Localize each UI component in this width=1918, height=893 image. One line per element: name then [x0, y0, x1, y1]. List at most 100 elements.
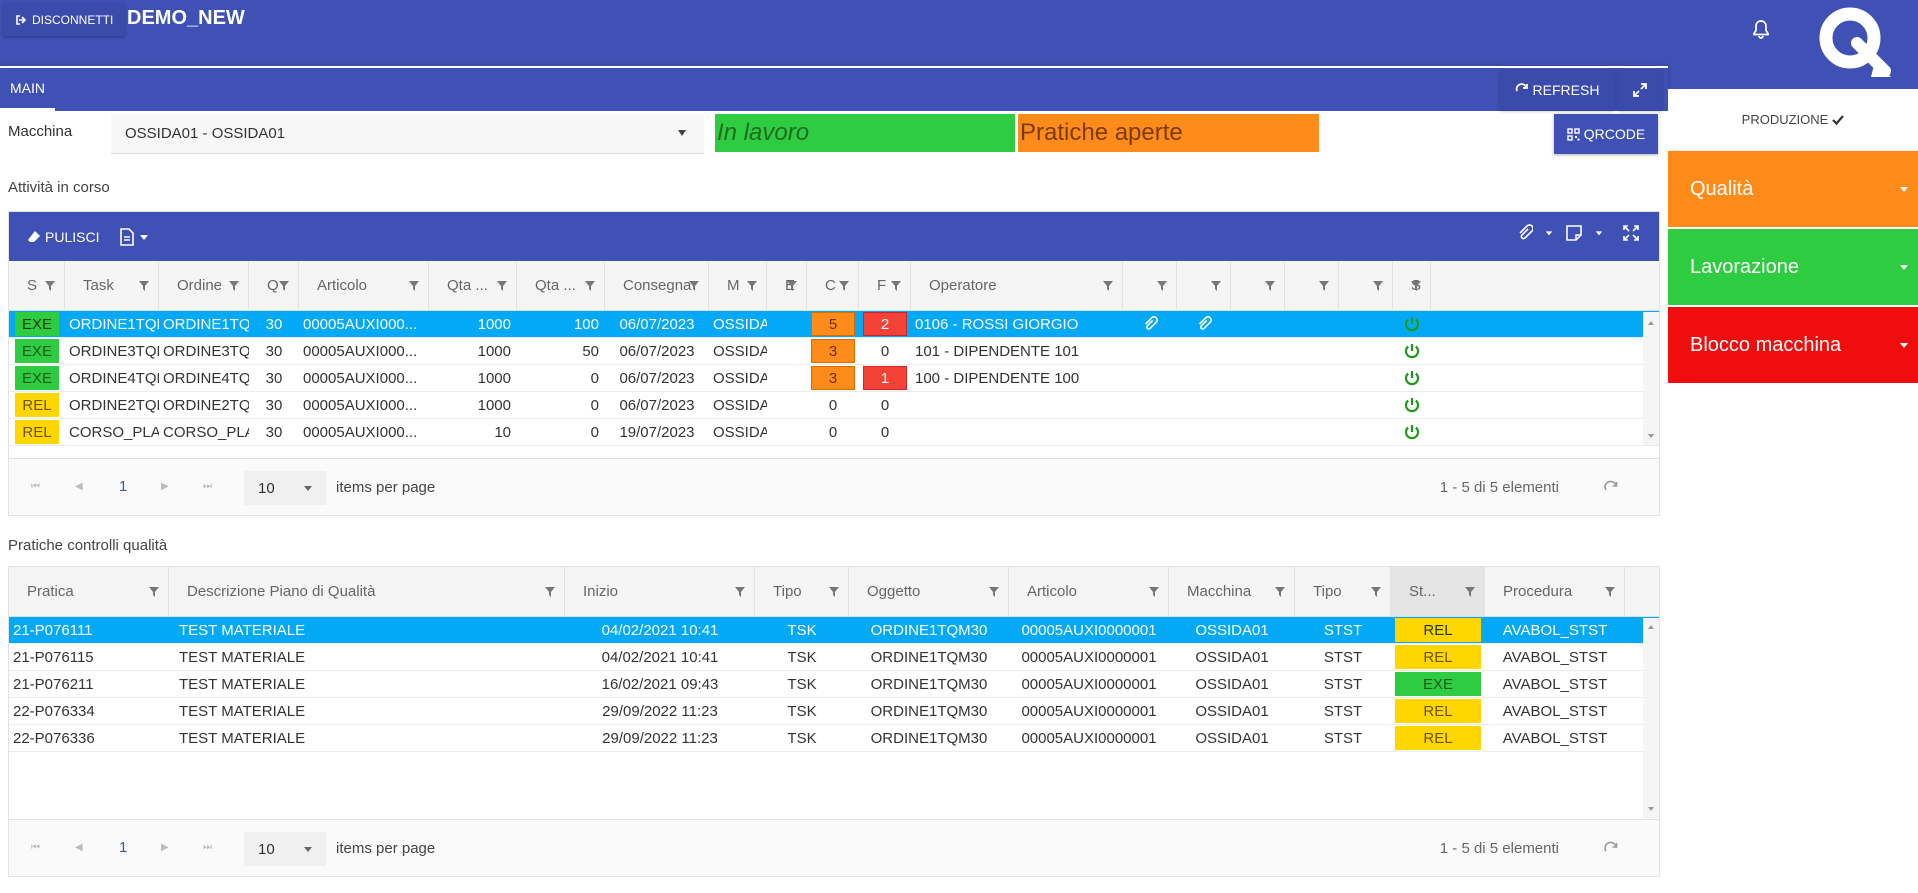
- paperclip-icon[interactable]: [1142, 316, 1158, 332]
- filter-icon[interactable]: [1102, 279, 1114, 291]
- filter-icon[interactable]: [228, 279, 240, 291]
- attivita-col-header[interactable]: Qta ...: [429, 261, 517, 310]
- tab-main[interactable]: MAIN: [0, 68, 55, 111]
- attivita-col-header[interactable]: C: [807, 261, 859, 310]
- pratiche-col-header[interactable]: Tipo: [755, 567, 849, 616]
- table-row[interactable]: REL ORDINE2TQM...ORDINE2TQM 30 00005AUXI000…: [9, 392, 1659, 419]
- page-number[interactable]: 1: [119, 478, 128, 495]
- filter-icon[interactable]: [278, 279, 290, 291]
- filter-icon[interactable]: [544, 585, 556, 597]
- attivita-col-header[interactable]: [1177, 261, 1231, 310]
- pratiche-col-header[interactable]: Tipo: [1295, 567, 1391, 616]
- filter-icon[interactable]: [408, 279, 420, 291]
- attivita-col-header[interactable]: Ordine: [159, 261, 249, 310]
- power-cell[interactable]: [1393, 365, 1431, 391]
- filter-icon[interactable]: [1372, 279, 1384, 291]
- filter-icon[interactable]: [1410, 279, 1422, 291]
- table-row[interactable]: EXEORDINE4TQM...ORDINE4TQM3000005AUXI000…: [9, 365, 1659, 392]
- attivita-col-header[interactable]: [1231, 261, 1285, 310]
- filter-icon[interactable]: [138, 279, 150, 291]
- paperclip-icon[interactable]: [1196, 316, 1212, 332]
- page-size-select[interactable]: 10: [244, 471, 326, 505]
- filter-icon[interactable]: [584, 279, 596, 291]
- scroll-up-icon[interactable]: [1643, 318, 1659, 328]
- table-row[interactable]: 22-P076334 TEST MATERIALE 29/09/2022 11:23…: [9, 698, 1659, 725]
- pratiche-col-header[interactable]: Macchina: [1169, 567, 1295, 616]
- filter-icon[interactable]: [786, 279, 798, 291]
- attivita-col-header[interactable]: Task: [65, 261, 159, 310]
- pratiche-col-header[interactable]: St...: [1391, 567, 1485, 616]
- first-page-icon[interactable]: ⏮: [31, 842, 40, 853]
- filter-icon[interactable]: [734, 585, 746, 597]
- filter-icon[interactable]: [1274, 585, 1286, 597]
- filter-icon[interactable]: [688, 279, 700, 291]
- attivita-col-header[interactable]: Articolo: [299, 261, 429, 310]
- reload-icon[interactable]: [1603, 841, 1619, 857]
- refresh-button[interactable]: REFRESH: [1500, 70, 1614, 110]
- last-page-icon[interactable]: ⏭: [203, 842, 212, 853]
- pratiche-col-header[interactable]: Procedura: [1485, 567, 1625, 616]
- pratiche-col-header[interactable]: Inizio: [565, 567, 755, 616]
- produzione-header[interactable]: PRODUZIONE: [1668, 89, 1918, 151]
- scroll-up-icon[interactable]: [1643, 622, 1659, 632]
- power-icon[interactable]: [1403, 369, 1421, 387]
- reload-icon[interactable]: [1603, 480, 1619, 496]
- caret-down-icon[interactable]: [1595, 229, 1603, 237]
- table-row[interactable]: 21-P076211 TEST MATERIALE 16/02/2021 09:43…: [9, 671, 1659, 698]
- fullscreen-icon[interactable]: [1623, 225, 1639, 241]
- filter-icon[interactable]: [44, 279, 56, 291]
- attivita-scrollbar[interactable]: [1643, 312, 1659, 445]
- caret-down-icon[interactable]: [1545, 229, 1553, 237]
- qrcode-button[interactable]: QRCODE: [1554, 114, 1658, 154]
- attivita-col-header[interactable]: M: [709, 261, 767, 310]
- table-row[interactable]: EXE ORDINE1TQM...ORDINE1TQM 30 00005AUXI000…: [9, 311, 1659, 338]
- attivita-col-header[interactable]: S: [1393, 261, 1431, 310]
- page-number[interactable]: 1: [119, 839, 128, 856]
- table-row[interactable]: 22-P076336 TEST MATERIALE 29/09/2022 11:23…: [9, 725, 1659, 752]
- attivita-col-header[interactable]: Consegna: [605, 261, 709, 310]
- filter-icon[interactable]: [828, 585, 840, 597]
- filter-icon[interactable]: [1156, 279, 1168, 291]
- scroll-down-icon[interactable]: [1643, 804, 1659, 814]
- power-cell[interactable]: [1393, 392, 1431, 418]
- scroll-down-icon[interactable]: [1643, 431, 1659, 441]
- pratiche-col-header[interactable]: Oggetto: [849, 567, 1009, 616]
- power-cell[interactable]: [1393, 311, 1431, 337]
- filter-icon[interactable]: [1264, 279, 1276, 291]
- last-page-icon[interactable]: ⏭: [203, 481, 212, 492]
- pratiche-scrollbar[interactable]: [1643, 618, 1659, 818]
- power-cell[interactable]: [1393, 419, 1431, 445]
- paperclip-icon[interactable]: [1517, 224, 1533, 242]
- export-dropdown-button[interactable]: [119, 227, 149, 246]
- attivita-col-header[interactable]: F: [859, 261, 911, 310]
- filter-icon[interactable]: [1210, 279, 1222, 291]
- table-row[interactable]: 21-P076111 TEST MATERIALE 04/02/2021 10:41…: [9, 617, 1659, 644]
- clear-filters-button[interactable]: PULISCI: [27, 229, 99, 245]
- pratiche-col-header[interactable]: Descrizione Piano di Qualità: [169, 567, 565, 616]
- page-size-select[interactable]: 10: [244, 832, 326, 866]
- filter-icon[interactable]: [746, 279, 758, 291]
- attivita-col-header[interactable]: S: [9, 261, 65, 310]
- next-page-icon[interactable]: ▶: [161, 842, 169, 853]
- side-button-lavorazione[interactable]: Lavorazione: [1668, 229, 1918, 305]
- expand-button[interactable]: [1618, 70, 1662, 110]
- power-icon[interactable]: [1403, 423, 1421, 441]
- table-row[interactable]: EXEORDINE3TQM...ORDINE3TQM3000005AUXI000…: [9, 338, 1659, 365]
- note-icon[interactable]: [1565, 224, 1583, 242]
- table-row[interactable]: 21-P076115 TEST MATERIALE 04/02/2021 10:41…: [9, 644, 1659, 671]
- bell-icon[interactable]: [1749, 18, 1773, 42]
- prev-page-icon[interactable]: ◀: [75, 842, 83, 853]
- filter-icon[interactable]: [1370, 585, 1382, 597]
- filter-icon[interactable]: [1318, 279, 1330, 291]
- next-page-icon[interactable]: ▶: [161, 481, 169, 492]
- first-page-icon[interactable]: ⏮: [31, 481, 40, 492]
- power-cell[interactable]: [1393, 338, 1431, 364]
- filter-icon[interactable]: [1464, 585, 1476, 597]
- filter-icon[interactable]: [890, 279, 902, 291]
- filter-icon[interactable]: [838, 279, 850, 291]
- attivita-col-header[interactable]: [1123, 261, 1177, 310]
- filter-icon[interactable]: [988, 585, 1000, 597]
- pratiche-col-header[interactable]: Pratica: [9, 567, 169, 616]
- macchina-select[interactable]: OSSIDA01 - OSSIDA01: [111, 114, 704, 154]
- power-icon[interactable]: [1403, 342, 1421, 360]
